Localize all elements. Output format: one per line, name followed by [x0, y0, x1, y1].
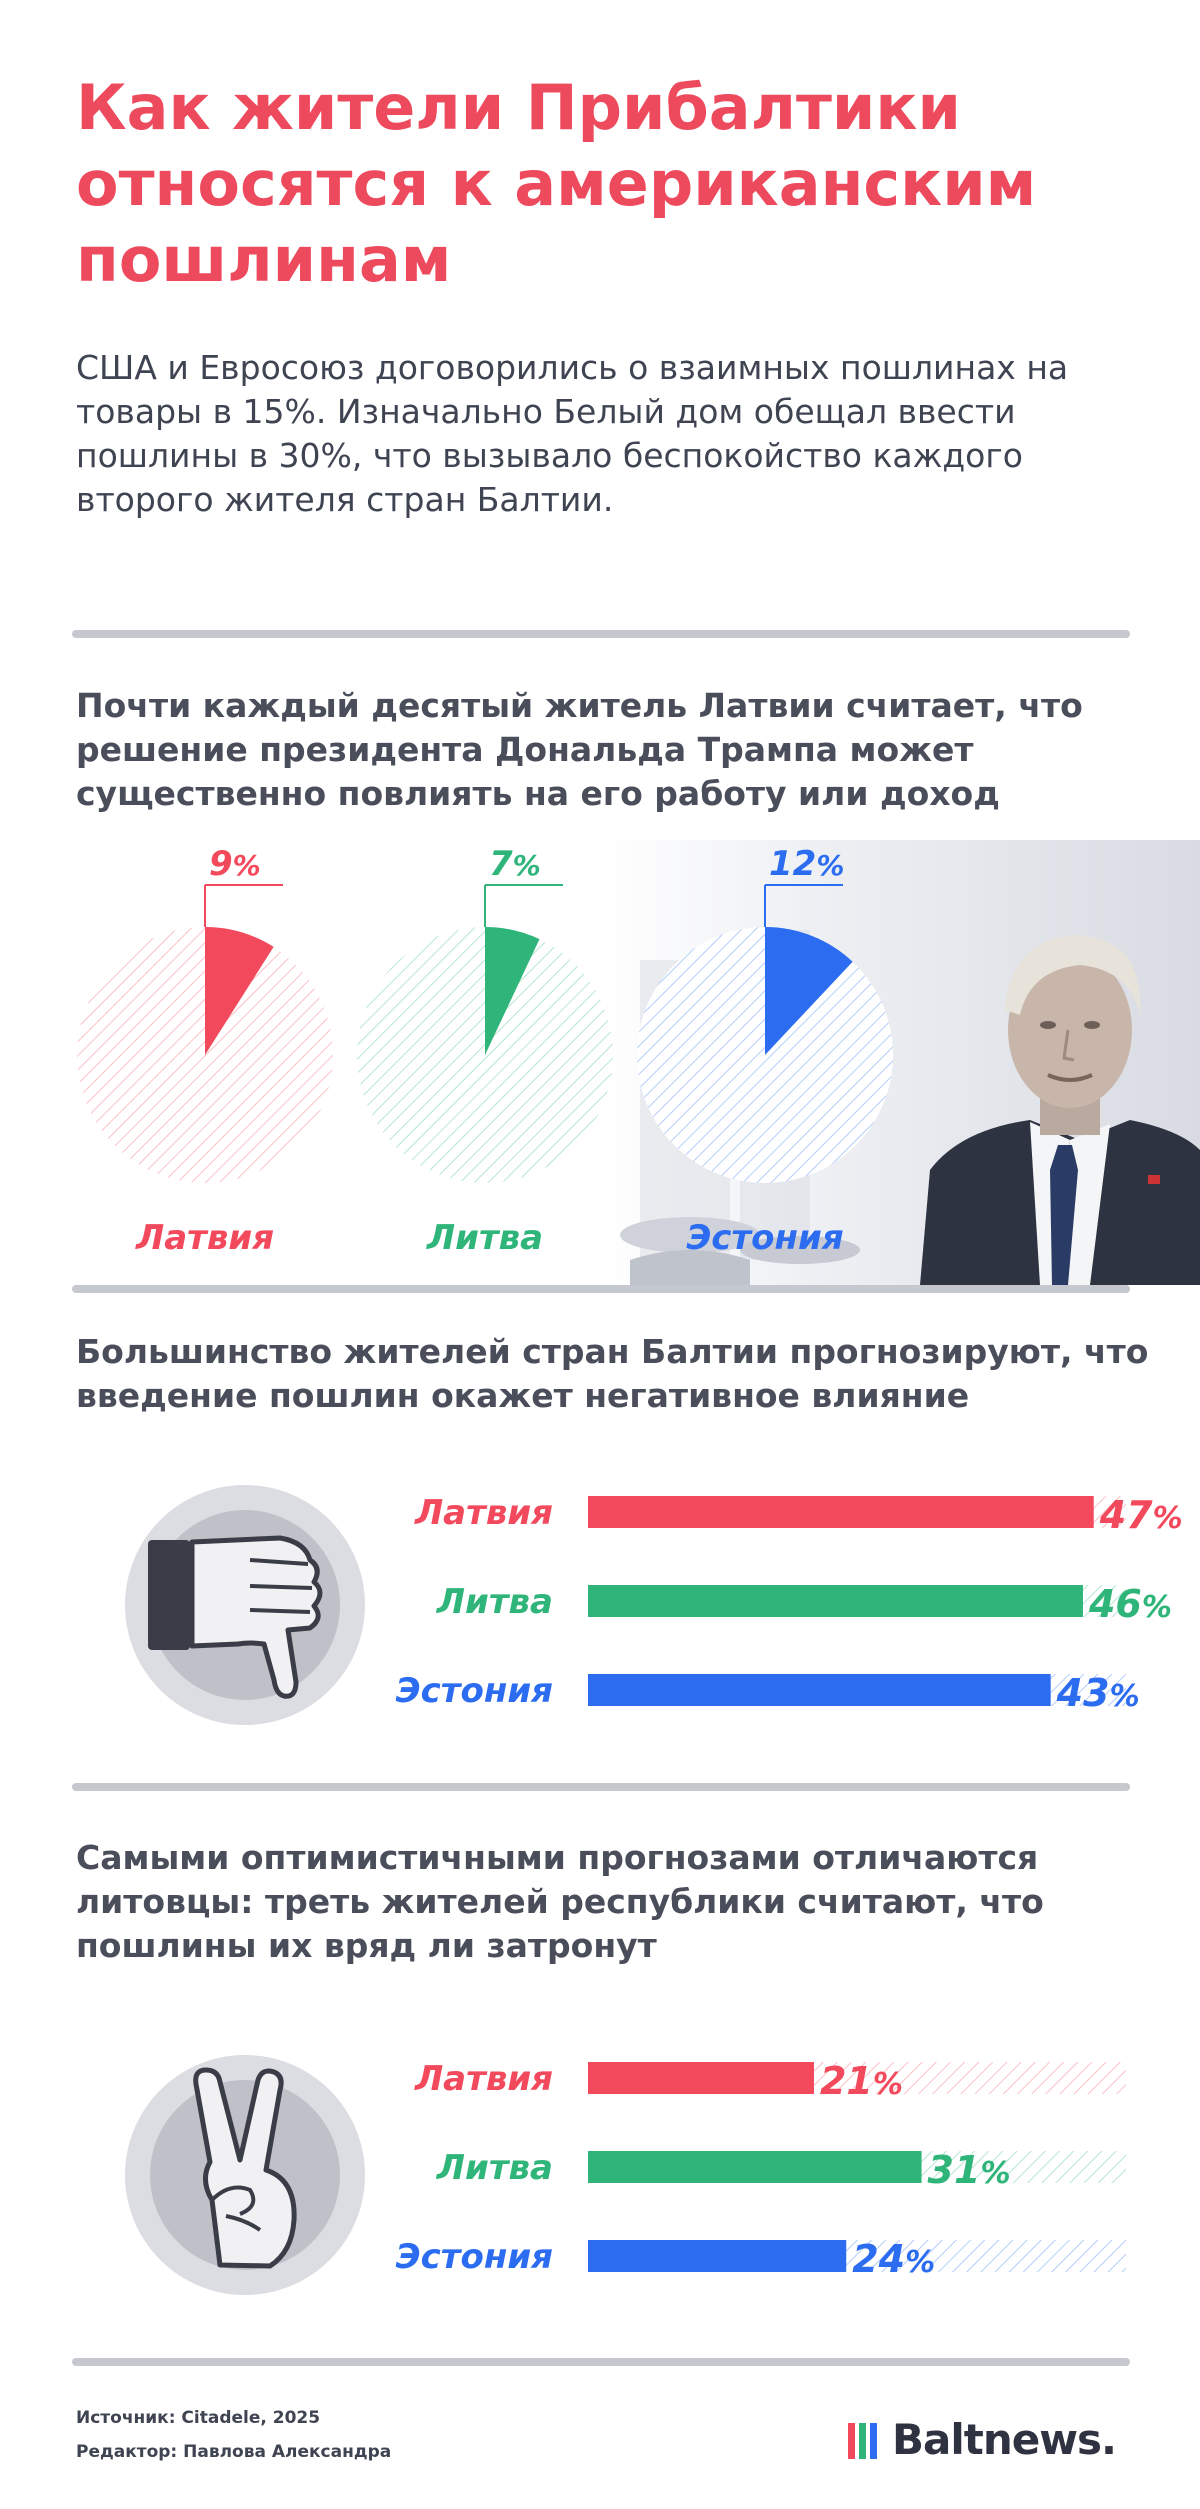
pie-charts: 9% Латвия 7% Литва 12% Эстония: [77, 844, 893, 1258]
section-2-heading: Большинство жителей стран Балтии прогноз…: [76, 1332, 1149, 1415]
bar-value-label: 47%: [1099, 1493, 1183, 1537]
bar-value-label: 43%: [1056, 1671, 1140, 1715]
divider: [72, 1783, 1130, 1791]
pie-value-label: 12%: [769, 844, 844, 884]
section-3-heading: Самыми оптимистичными прогнозами отличаю…: [76, 1838, 1044, 1965]
section-1-heading: Почти каждый десятый житель Латвии счита…: [76, 686, 1083, 813]
bar-category-label: Литва: [436, 2148, 553, 2188]
bar: [588, 2240, 847, 2272]
bar-value-label: 46%: [1088, 1582, 1172, 1626]
bar: [588, 1674, 1051, 1706]
pie-category-label: Латвия: [135, 1218, 274, 1258]
bar-category-label: Латвия: [414, 2059, 553, 2099]
bar: [588, 1496, 1094, 1528]
baltnews-logo: Baltnews.: [848, 2413, 1148, 2469]
editor-text: Редактор: Павлова Александра: [76, 2442, 392, 2462]
divider: [72, 1285, 1130, 1293]
logo-text: Baltnews.: [892, 2415, 1117, 2464]
intro-text: США и Евросоюз договорились о взаимных п…: [76, 348, 1069, 519]
pie-slice: [485, 927, 540, 1055]
logo-bars-icon: [848, 2423, 884, 2459]
source-text: Источник: Citadele, 2025: [76, 2408, 321, 2428]
bar-value-label: 24%: [852, 2237, 935, 2281]
bar: [588, 2151, 922, 2183]
bar: [588, 1585, 1083, 1617]
optimistic-bar-chart: Латвия 21% Литва 31% Эстония 24%: [396, 2059, 1126, 2281]
divider: [72, 630, 1130, 638]
pie-value-label: 9%: [209, 844, 261, 884]
bar-value-label: 31%: [928, 2148, 1011, 2192]
bar-category-label: Литва: [436, 1582, 553, 1622]
page-title: Как жители Прибалтики относятся к америк…: [76, 71, 1037, 296]
divider: [72, 2358, 1130, 2366]
bar-category-label: Латвия: [414, 1493, 553, 1533]
bar-category-label: Эстония: [396, 2237, 553, 2277]
bar-category-label: Эстония: [396, 1671, 553, 1711]
pie-slice: [765, 927, 853, 1055]
thumbs-down-icon: [125, 1485, 365, 1725]
pie-category-label: Литва: [426, 1218, 543, 1258]
victory-hand-icon: [125, 2055, 365, 2295]
pie-slice: [205, 927, 274, 1055]
pie-value-label: 7%: [489, 844, 541, 884]
pie-category-label: Эстония: [686, 1218, 843, 1258]
negative-impact-bar-chart: Латвия 47% Литва 46% Эстония 43%: [396, 1493, 1183, 1715]
bar: [588, 2062, 814, 2094]
bar-value-label: 21%: [820, 2059, 903, 2103]
